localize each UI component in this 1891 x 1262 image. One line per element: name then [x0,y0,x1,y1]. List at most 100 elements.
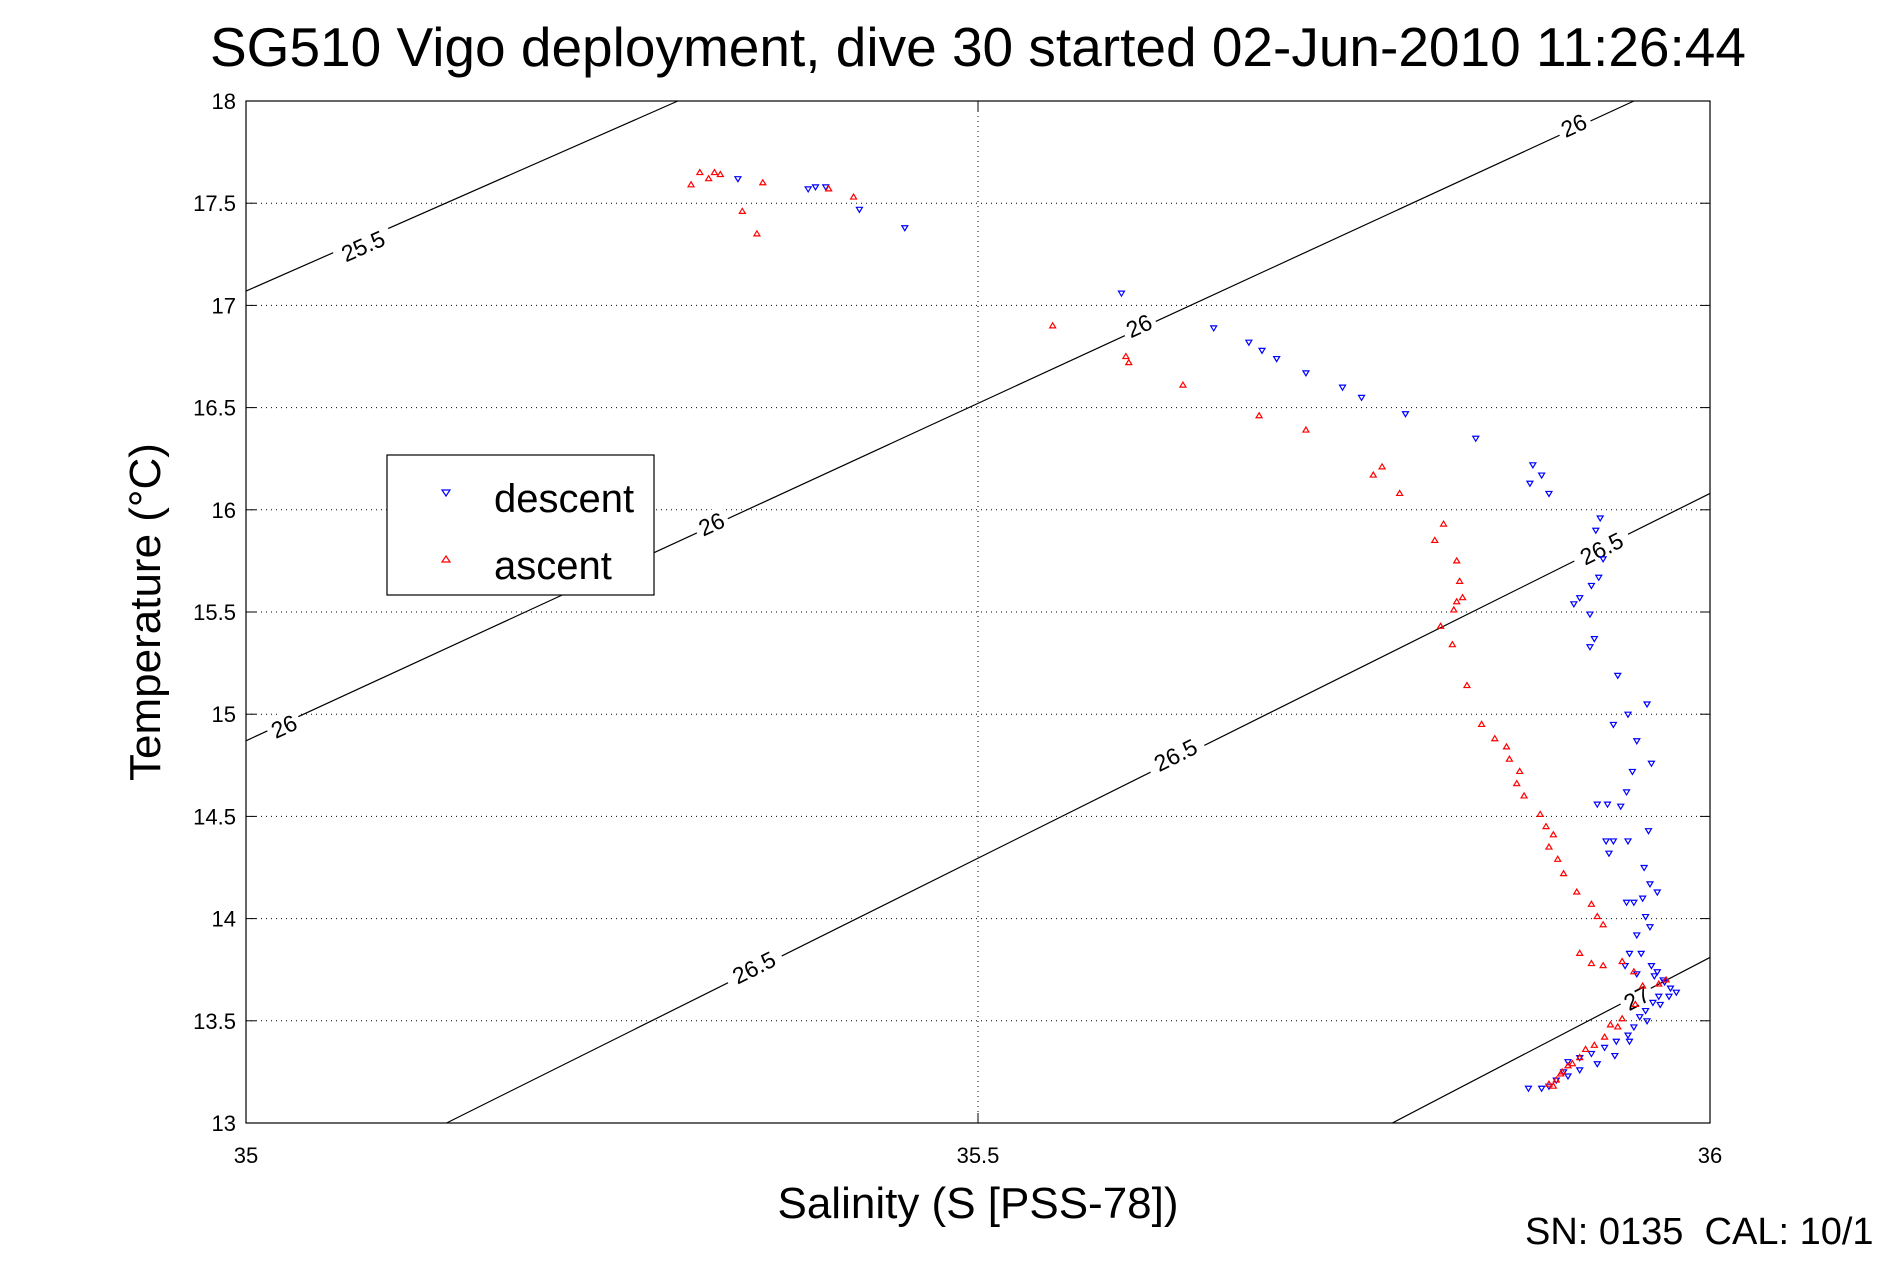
descent-point [1525,480,1534,488]
descent-point [1593,1061,1602,1068]
ascent-point [824,184,833,192]
ascent-point [1618,957,1627,965]
descent-point [1650,973,1659,980]
y-tick-label: 14 [212,907,236,932]
descent-point [804,186,813,194]
descent-point [1629,1024,1638,1032]
ascent-point [1490,734,1499,742]
ascent-point [1536,810,1545,817]
descent-point [1301,370,1310,378]
descent-point [1575,1067,1584,1075]
descent-point [1563,1059,1573,1066]
ascent-point [1505,755,1514,762]
ascent-point [1448,640,1457,648]
descent-point [1338,384,1347,392]
ascent-point [716,170,725,178]
ascent-point [758,178,767,186]
descent-point [1622,789,1631,797]
descent-point [1609,721,1618,729]
descent-point [1587,1050,1596,1058]
ascent-point [1572,887,1581,895]
legend-ascent-label: ascent [494,544,612,588]
y-tick-label: 15 [212,702,236,727]
contour-line-26.5 [446,492,1711,1124]
descent-point [811,184,820,192]
descent-point [1645,924,1655,931]
descent-point [1629,899,1638,907]
data-points [686,168,1681,1093]
ascent-point [1520,791,1529,799]
descent-point [1672,989,1681,997]
ascent-point [1430,536,1439,544]
descent-point [1593,801,1602,809]
descent-point [1117,290,1126,298]
descent-point [733,176,742,183]
ascent-point [1590,1041,1599,1048]
ascent-point [1452,556,1461,564]
y-tick-label: 17 [212,293,236,318]
ascent-point [1452,597,1461,605]
y-tick-label: 17.5 [193,191,236,216]
axis-ticks: 35 35.5 36 13 13.5 14 14.5 15 15.5 16 16.5 17 17.5 18 [193,89,1722,1168]
descent-point [1664,993,1674,1001]
y-tick-label: 18 [212,89,236,114]
descent-point [1524,1085,1533,1093]
contour-line-27 [1392,956,1711,1124]
ascent-point [704,174,713,182]
x-tick-label: 35.5 [957,1143,1000,1168]
ascent-point [849,192,858,200]
y-tick-label: 16 [212,498,236,523]
ascent-point [1638,981,1647,989]
ascent-point [1462,681,1472,689]
ascent-point [1606,1020,1615,1028]
descent-point [1590,635,1599,643]
descent-point [1569,601,1578,608]
ascent-point [1255,411,1264,419]
descent-point [900,225,909,232]
ascent-point [1600,1032,1609,1040]
ascent-point [1593,912,1602,920]
descent-point [1401,411,1410,418]
contour-label-bg [263,707,305,746]
descent-point [1644,828,1653,835]
descent-point [1471,435,1480,443]
ascent-point [1599,961,1608,969]
ascent-point [1587,900,1596,907]
descent-point [1635,1014,1644,1021]
ascent-point [1541,822,1551,830]
x-tick-label: 36 [1698,1143,1722,1168]
ascent-point [1439,519,1448,527]
descent-point [1596,515,1605,523]
descent-point [1587,582,1596,590]
ascent-point [1575,1053,1584,1061]
descent-point [1257,347,1267,355]
descent-point [1653,889,1662,897]
contour-label: 25.5 [337,225,388,267]
footer-serial-cal: SN: 0135 CAL: 10/1 [1525,1211,1874,1253]
ascent-point [738,207,747,214]
contour-line-26 [245,100,1635,742]
descent-point [1637,950,1646,958]
descent-point [1647,760,1656,768]
descent-point [1244,339,1253,347]
descent-point [1656,1001,1665,1009]
descent-point [1623,838,1633,846]
y-tick-label: 13.5 [193,1009,236,1034]
legend-ascent-marker [440,554,452,563]
descent-point [1640,864,1649,872]
ascent-point [1581,1045,1590,1053]
ascent-point [1568,1059,1577,1067]
descent-point [1594,574,1603,582]
descent-point [1625,950,1634,958]
descent-point [1209,325,1218,333]
chart-title: SG510 Vigo deployment, dive 30 started 0… [210,16,1746,78]
ascent-point [1458,593,1467,601]
ascent-point [686,180,696,188]
ascent-point [752,229,761,237]
ascent-point [1629,967,1638,975]
y-axis-label: Temperature (°C) [121,443,170,781]
ascent-point [1549,830,1558,838]
descent-point [1621,963,1630,970]
